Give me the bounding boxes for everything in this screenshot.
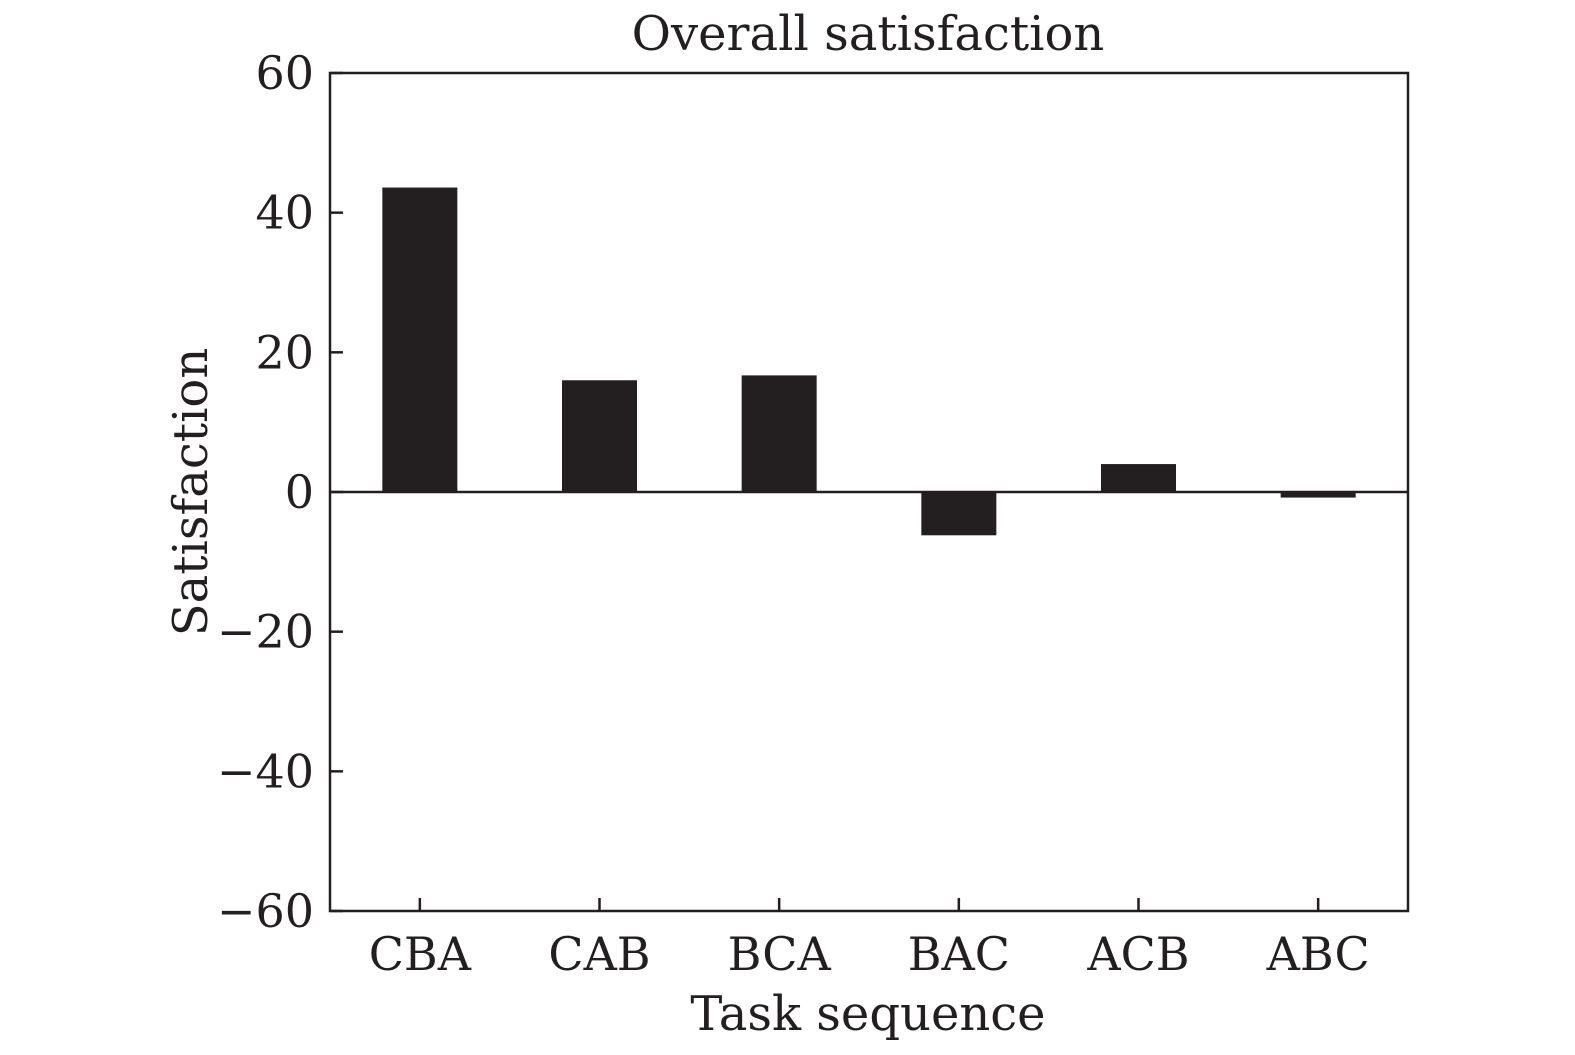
bar-bca xyxy=(741,375,817,492)
bar-abc xyxy=(1280,492,1356,498)
x-tick-label: BCA xyxy=(728,927,832,981)
y-tick-label: 60 xyxy=(255,46,314,100)
x-tick-label: CBA xyxy=(369,927,472,981)
y-tick-label: −60 xyxy=(217,884,314,938)
x-axis-title: Task sequence xyxy=(690,986,1045,1042)
bar-cab xyxy=(562,380,637,492)
x-tick-label: CAB xyxy=(548,927,650,981)
x-tick-label: ABC xyxy=(1266,927,1370,981)
bars-group xyxy=(382,187,1356,536)
chart-title: Overall satisfaction xyxy=(632,6,1105,62)
y-ticks-group: 60 40 20 0 −20 −40 −60 xyxy=(217,46,343,938)
y-tick-label: 0 xyxy=(285,465,314,519)
bar-cba xyxy=(382,187,458,492)
bar-acb xyxy=(1101,464,1176,492)
y-tick-label: 40 xyxy=(255,186,314,240)
x-ticks-group: CBA CAB BCA BAC ACB ABC xyxy=(369,898,1370,981)
y-tick-label: 20 xyxy=(255,325,314,379)
y-tick-label: −20 xyxy=(217,605,314,659)
x-tick-label: BAC xyxy=(908,927,1010,981)
y-tick-label: −40 xyxy=(217,744,314,798)
y-axis-title: Satisfaction xyxy=(163,348,219,637)
bar-bac xyxy=(921,492,997,536)
x-tick-label: ACB xyxy=(1086,927,1189,981)
